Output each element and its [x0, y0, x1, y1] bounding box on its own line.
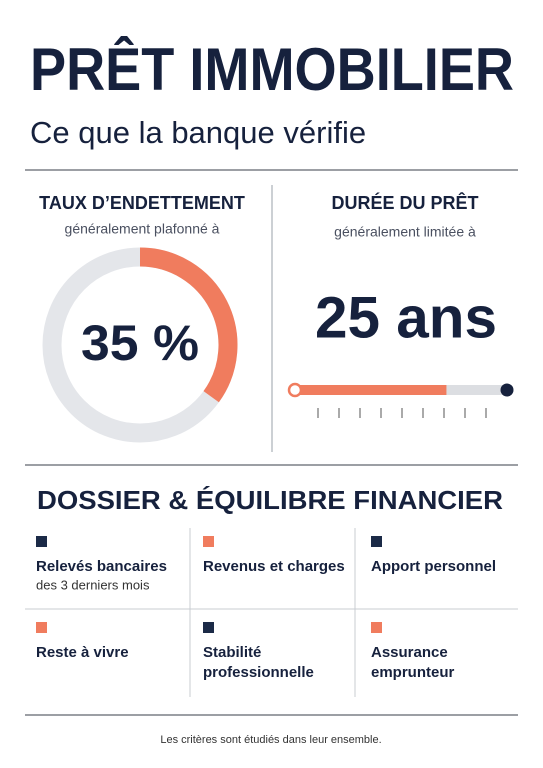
debt-ratio-value: 35 % [81, 315, 199, 371]
item-title: Reste à vivre [36, 644, 129, 661]
item-title: professionnelle [203, 664, 314, 681]
item-title: Relevés bancaires [36, 558, 167, 575]
item-marker [203, 536, 214, 547]
item-title: Assurance [371, 644, 448, 661]
item-marker [36, 622, 47, 633]
slider-end [500, 383, 514, 397]
panel-subtitle: généralement limitée à [334, 224, 476, 240]
section-title: DOSSIER & ÉQUILIBRE FINANCIER [37, 485, 503, 515]
panel-title: TAUX D’ENDETTEMENT [39, 193, 245, 213]
panel-subtitle: généralement plafonné à [65, 221, 220, 237]
subtitle: Ce que la banque vérifie [30, 115, 366, 150]
item-detail: des 3 derniers mois [36, 577, 150, 592]
panel-title: DURÉE DU PRÊT [331, 192, 478, 213]
item-title: Apport personnel [371, 558, 496, 575]
item-marker [371, 536, 382, 547]
slider-fill [295, 385, 447, 395]
item-marker [36, 536, 47, 547]
duration-value: 25 ans [315, 285, 497, 350]
item-marker [203, 622, 214, 633]
main-title: PRÊT IMMOBILIER [30, 36, 514, 103]
item-title: Revenus et charges [203, 558, 345, 575]
footer-note: Les critères sont étudiés dans leur ense… [160, 734, 381, 746]
donut-arc [139, 247, 238, 403]
item-marker [371, 622, 382, 633]
item-title: Stabilité [203, 644, 261, 661]
item-title: emprunteur [371, 664, 455, 681]
slider-start [287, 382, 303, 398]
